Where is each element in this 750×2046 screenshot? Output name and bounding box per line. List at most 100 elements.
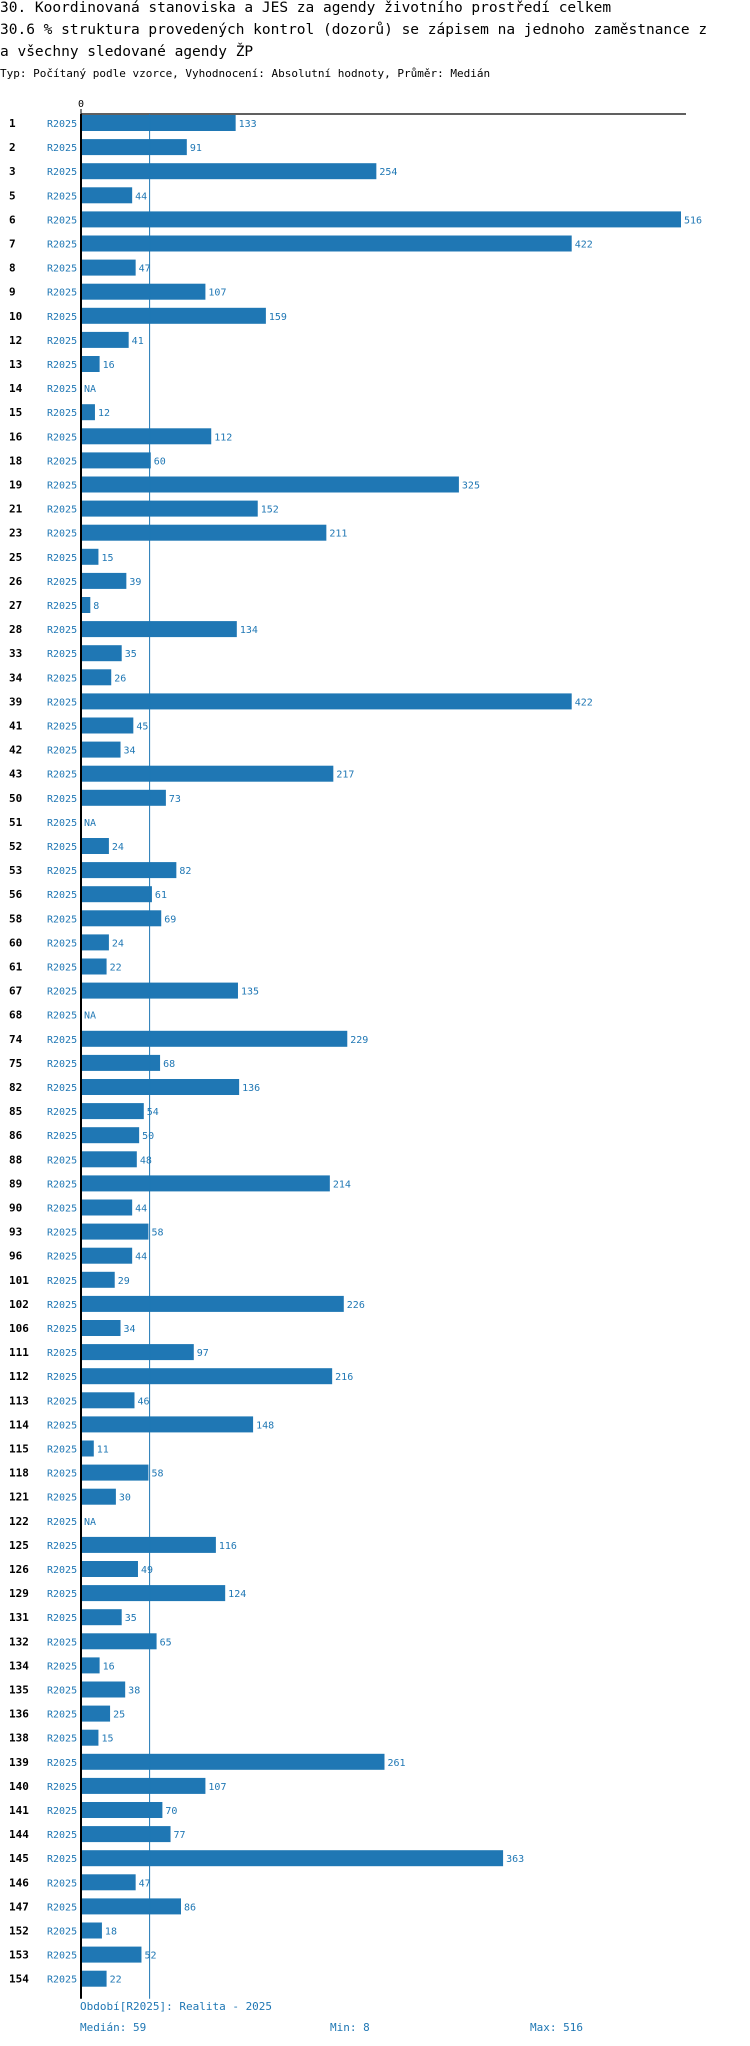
category-label: 39 (9, 695, 22, 708)
series-label: R2025 (47, 914, 77, 925)
category-label: 7 (9, 238, 16, 251)
series-label: R2025 (47, 722, 77, 733)
value-label: 77 (174, 1830, 186, 1841)
bar (81, 1368, 333, 1385)
category-label: 115 (9, 1443, 29, 1456)
series-label: R2025 (47, 1420, 77, 1431)
value-label: 11 (97, 1445, 109, 1456)
series-label: R2025 (47, 890, 77, 901)
series-label: R2025 (47, 1854, 77, 1865)
series-label: R2025 (47, 336, 77, 347)
value-label: 45 (136, 722, 148, 733)
value-label: 86 (184, 1902, 196, 1913)
bar (81, 1826, 171, 1843)
series-label: R2025 (47, 1204, 77, 1215)
category-label: 60 (9, 936, 22, 949)
category-label: 28 (9, 623, 22, 636)
bar (81, 259, 136, 276)
category-label: 86 (9, 1129, 23, 1142)
category-label: 129 (9, 1587, 29, 1600)
value-label: 35 (125, 1613, 137, 1624)
value-label: 152 (261, 505, 279, 516)
bar (81, 1103, 144, 1120)
value-label: 58 (151, 1469, 163, 1480)
value-label: 516 (684, 215, 702, 226)
series-label: R2025 (47, 1541, 77, 1552)
series-label: R2025 (47, 1758, 77, 1769)
category-label: 134 (9, 1659, 29, 1672)
category-label: 26 (9, 575, 23, 588)
series-label: R2025 (47, 1878, 77, 1889)
value-label: 70 (165, 1806, 177, 1817)
bar (81, 500, 258, 517)
category-label: 82 (9, 1081, 22, 1094)
bar (81, 789, 166, 806)
category-label: 58 (9, 912, 22, 925)
category-label: 125 (9, 1539, 29, 1552)
series-label: R2025 (47, 866, 77, 877)
series-label: R2025 (47, 818, 77, 829)
series-label: R2025 (47, 1975, 77, 1986)
bar (81, 669, 112, 686)
value-label: 159 (269, 312, 287, 323)
series-label: R2025 (47, 481, 77, 492)
bar (81, 1151, 137, 1168)
series-label: R2025 (47, 987, 77, 998)
series-label: R2025 (47, 191, 77, 202)
category-label: 10 (9, 310, 22, 323)
bar (81, 1681, 126, 1698)
value-label: 39 (129, 577, 141, 588)
category-label: 23 (9, 527, 22, 540)
value-label: 46 (137, 1396, 149, 1407)
bar (81, 163, 377, 180)
series-label: R2025 (47, 312, 77, 323)
bar (81, 838, 109, 854)
category-label: 12 (9, 334, 22, 347)
category-label: 16 (9, 430, 23, 443)
category-label: 139 (9, 1756, 29, 1769)
category-label: 138 (9, 1732, 29, 1745)
value-label: 134 (240, 625, 258, 636)
bar (81, 1705, 111, 1722)
series-label: R2025 (47, 1155, 77, 1166)
bar (81, 958, 107, 975)
series-label: R2025 (47, 1252, 77, 1263)
series-label: R2025 (47, 1806, 77, 1817)
series-label: R2025 (47, 1445, 77, 1456)
footer-min: Min: 8 (330, 2021, 370, 2034)
bar (81, 1874, 136, 1891)
value-label: 136 (242, 1083, 260, 1094)
category-label: 118 (9, 1467, 29, 1480)
category-label: 90 (9, 1202, 22, 1215)
bar (81, 717, 134, 734)
value-label: 18 (105, 1927, 117, 1938)
footer-max: Max: 516 (530, 2021, 583, 2034)
category-label: 146 (9, 1876, 29, 1889)
value-label: 107 (208, 288, 226, 299)
value-label: 226 (347, 1300, 365, 1311)
value-label: 38 (128, 1686, 140, 1697)
category-label: 145 (9, 1852, 29, 1865)
series-label: R2025 (47, 601, 77, 612)
bar (81, 1030, 348, 1047)
bar (81, 1802, 163, 1818)
x-axis-zero-label: 0 (78, 99, 84, 110)
category-label: 21 (9, 503, 23, 516)
series-label: R2025 (47, 1686, 77, 1697)
category-label: 113 (9, 1394, 29, 1407)
category-label: 33 (9, 647, 22, 660)
value-label: 24 (112, 842, 124, 853)
category-label: 6 (9, 213, 16, 226)
na-label: NA (84, 1011, 96, 1022)
bar (81, 1585, 226, 1602)
footer-period: Období[R2025]: Realita - 2025 (80, 2000, 273, 2013)
series-label: R2025 (47, 1179, 77, 1190)
category-label: 106 (9, 1322, 29, 1335)
value-label: 65 (160, 1637, 172, 1648)
category-label: 141 (9, 1804, 29, 1817)
value-label: 216 (335, 1372, 353, 1383)
series-label: R2025 (47, 1131, 77, 1142)
bar (81, 307, 266, 324)
series-label: R2025 (47, 1613, 77, 1624)
value-label: 211 (329, 529, 347, 540)
